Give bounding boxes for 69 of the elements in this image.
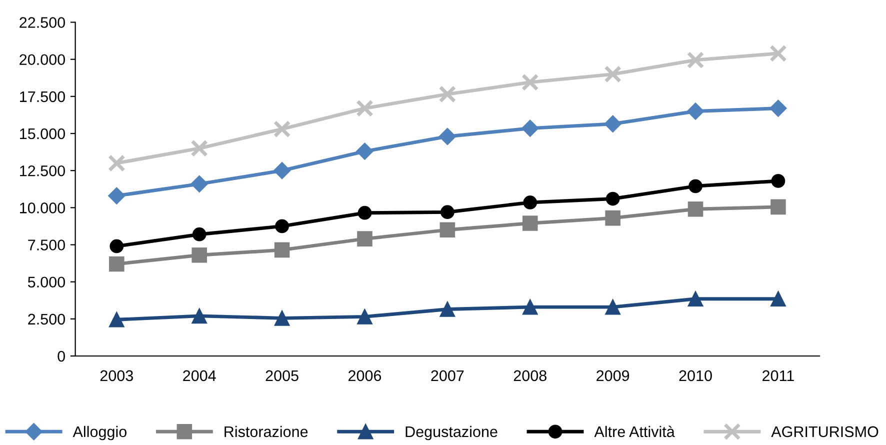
x-tick-label: 2009 xyxy=(596,370,630,382)
legend-label: Altre Attività xyxy=(594,426,675,438)
x-tick-label: 2008 xyxy=(514,370,546,382)
point xyxy=(190,140,208,158)
point xyxy=(108,187,126,204)
point xyxy=(686,102,704,120)
point xyxy=(356,142,374,160)
y-tick-label: 15.000 xyxy=(20,128,65,140)
x-tick-label: 2010 xyxy=(679,370,712,382)
point xyxy=(770,100,787,117)
point xyxy=(274,310,290,326)
point xyxy=(357,309,372,324)
point xyxy=(522,299,538,315)
x-tick-label: 2003 xyxy=(100,370,133,382)
point xyxy=(688,291,704,307)
x-tick-label: 2011 xyxy=(762,370,794,382)
point xyxy=(438,128,456,146)
legend-label: Ristorazione xyxy=(224,426,308,438)
point xyxy=(357,231,372,246)
point xyxy=(438,86,456,103)
point xyxy=(688,179,702,194)
y-tick-label: 7.500 xyxy=(28,240,65,250)
point xyxy=(604,65,622,83)
point xyxy=(522,216,538,231)
y-tick-label: 22.500 xyxy=(20,17,65,28)
legend-label: Alloggio xyxy=(72,426,126,440)
point xyxy=(440,205,454,220)
x-tick-label: 2005 xyxy=(266,370,298,382)
point xyxy=(604,115,622,132)
point xyxy=(192,247,207,263)
y-tick-label: 2.500 xyxy=(28,314,65,325)
point xyxy=(521,74,539,92)
point xyxy=(190,175,208,192)
point xyxy=(275,219,289,234)
point xyxy=(192,308,207,324)
point xyxy=(688,202,704,217)
point xyxy=(109,256,124,272)
point xyxy=(108,154,126,172)
point xyxy=(770,44,787,62)
point xyxy=(770,199,786,215)
point xyxy=(273,162,291,180)
point xyxy=(605,210,620,226)
x-tick-label: 2004 xyxy=(183,370,216,382)
y-tick-label: 12.500 xyxy=(20,165,65,176)
y-tick-label: 17.500 xyxy=(20,91,65,102)
point xyxy=(440,302,456,317)
point xyxy=(273,120,291,138)
legend-label: AGRITURISMO xyxy=(771,426,878,438)
y-tick-label: 10.000 xyxy=(20,202,65,214)
point xyxy=(770,291,786,307)
point xyxy=(686,51,704,69)
point xyxy=(523,196,538,210)
point xyxy=(358,206,372,220)
y-tick-label: 5.000 xyxy=(28,276,65,288)
point xyxy=(605,299,620,315)
x-tick-label: 2007 xyxy=(431,370,464,382)
point xyxy=(606,192,620,206)
point xyxy=(771,174,786,188)
x-tick-label: 2006 xyxy=(348,370,382,382)
point xyxy=(274,242,290,258)
point xyxy=(192,227,206,242)
point xyxy=(110,239,124,254)
y-tick-label: 0 xyxy=(58,350,65,362)
legend-label: Degustazione xyxy=(406,426,498,440)
point xyxy=(440,222,456,238)
y-tick-label: 20.000 xyxy=(20,54,65,66)
point xyxy=(356,100,374,117)
point xyxy=(109,312,124,328)
point xyxy=(522,120,539,137)
